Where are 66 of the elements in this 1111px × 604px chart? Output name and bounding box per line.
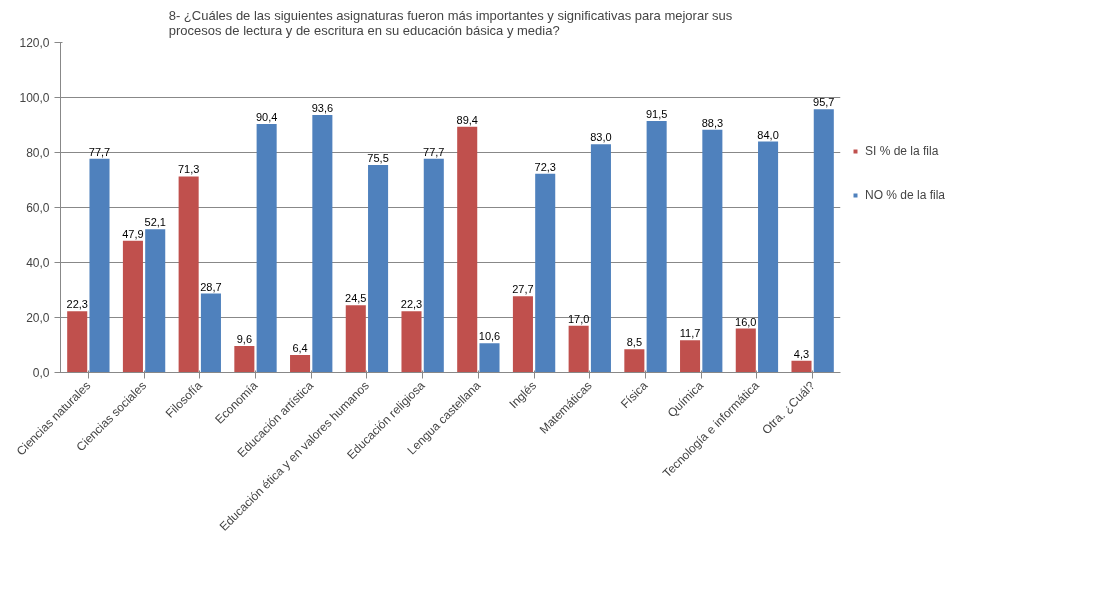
- y-tick-label: 120,0: [19, 36, 50, 50]
- bar: [479, 343, 500, 373]
- bar: [624, 349, 645, 373]
- data-label: 89,4: [456, 113, 478, 126]
- bar: [791, 360, 812, 373]
- data-label: 95,7: [813, 96, 835, 109]
- bar: [234, 346, 255, 373]
- data-label: 88,3: [701, 116, 724, 129]
- bar: [813, 109, 834, 373]
- bar: [457, 126, 478, 373]
- data-label: 52,1: [144, 216, 166, 229]
- y-tick-label: 100,0: [19, 91, 50, 105]
- bar: [345, 305, 366, 373]
- data-label: 6,4: [292, 341, 308, 354]
- bar: [290, 354, 311, 373]
- bar: [178, 176, 199, 373]
- data-label: 27,7: [512, 283, 534, 296]
- data-label: 22,3: [66, 298, 88, 311]
- bar: [423, 158, 444, 373]
- data-label: 28,7: [200, 280, 222, 293]
- data-label: 72,3: [534, 160, 556, 173]
- chart-title: 8- ¿Cuáles de las siguientes asignaturas fueron más importantes y significativas para mejorar sus procesos de lectura y de escritura en su educación básica y media?: [168, 7, 733, 38]
- data-label: 83,0: [590, 131, 612, 144]
- data-label: 77,7: [88, 145, 111, 158]
- bar: [122, 240, 143, 373]
- data-label: 47,9: [122, 227, 144, 240]
- bar: [368, 164, 389, 373]
- bar: [200, 293, 221, 373]
- data-label: 10,6: [478, 330, 501, 343]
- data-label: 8,5: [626, 336, 643, 349]
- bar: [145, 229, 166, 373]
- bar: [568, 325, 589, 373]
- bar: [401, 311, 422, 373]
- bar: [535, 173, 556, 373]
- data-label: 93,6: [311, 102, 334, 115]
- data-label: 4,3: [793, 347, 810, 360]
- y-tick-label: 60,0: [26, 201, 50, 215]
- data-label: 84,0: [757, 128, 779, 141]
- y-tick-label: 80,0: [26, 146, 50, 160]
- bar: [512, 296, 533, 373]
- data-label: 17,0: [567, 312, 590, 325]
- data-label: 75,5: [367, 151, 389, 164]
- bar: [312, 115, 333, 373]
- data-label: 77,7: [423, 145, 445, 158]
- bar: [89, 158, 110, 373]
- data-label: 90,4: [255, 110, 278, 123]
- data-label: 71,3: [177, 163, 200, 176]
- legend-label: SI % de la fila: [865, 143, 939, 158]
- bar: [67, 311, 88, 373]
- bar: [590, 144, 611, 373]
- bar: [256, 123, 277, 373]
- data-label: 16,0: [735, 315, 757, 328]
- y-tick-label: 0,0: [32, 366, 50, 380]
- data-label: 91,5: [645, 107, 668, 120]
- bar: [702, 129, 723, 373]
- bar: [680, 340, 701, 373]
- data-label: 24,5: [345, 292, 367, 305]
- data-label: 9,6: [236, 333, 253, 346]
- legend-label: NO % de la fila: [865, 187, 946, 202]
- bar: [646, 120, 667, 373]
- bar: [758, 141, 779, 373]
- y-tick-label: 40,0: [26, 256, 50, 270]
- bar: [735, 328, 756, 373]
- y-tick-label: 20,0: [26, 311, 50, 325]
- data-label: 22,3: [400, 298, 423, 311]
- data-label: 11,7: [679, 327, 701, 340]
